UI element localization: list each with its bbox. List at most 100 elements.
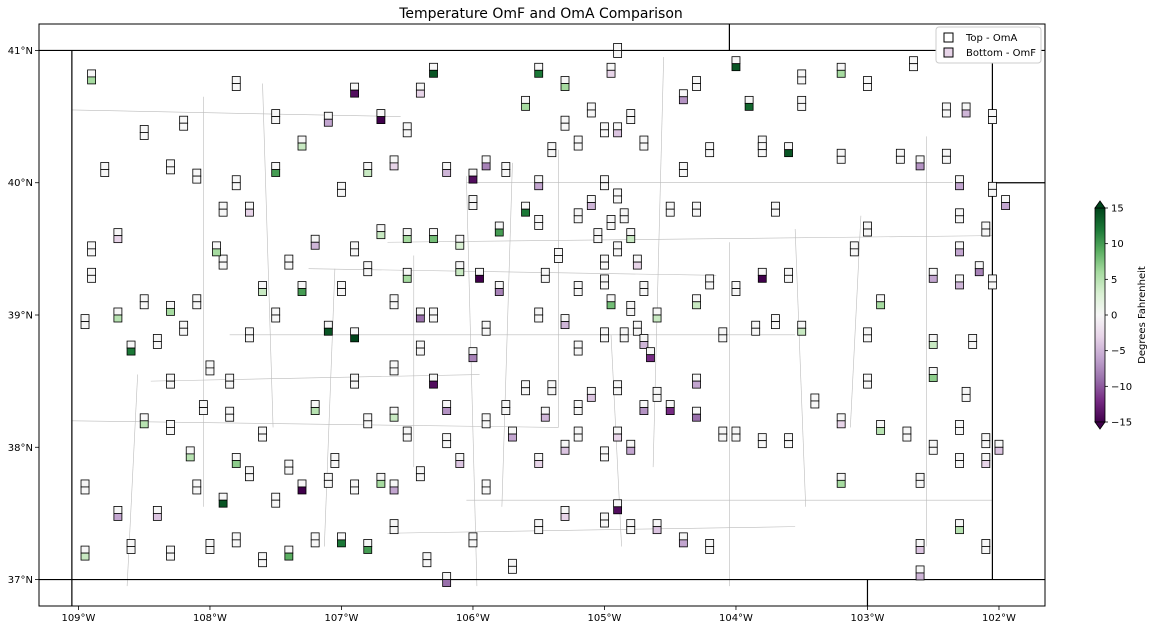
omf-marker [297,288,307,296]
station-marker [613,241,623,257]
omf-marker [797,76,807,85]
oma-marker [534,453,544,461]
omf-marker [600,519,609,528]
station-marker [271,492,281,508]
oma-marker [613,426,623,435]
omf-marker [895,155,905,164]
station-marker [455,261,465,277]
oma-marker [337,532,346,541]
station-marker [797,320,807,336]
omf-marker [573,215,583,224]
oma-marker [632,254,642,263]
omf-marker [705,281,715,290]
omf-marker [310,241,320,250]
omf-marker [389,301,399,310]
oma-marker [468,168,478,177]
station-marker [429,307,438,323]
station-marker [836,148,846,164]
station-marker [192,294,202,310]
station-marker [363,261,373,277]
oma-marker [619,327,629,336]
omf-marker [600,261,609,270]
oma-marker [810,393,820,402]
omf-marker [771,321,780,330]
oma-marker [586,386,596,395]
omf-marker [718,334,728,343]
omf-marker [987,116,997,124]
station-marker [231,175,241,191]
station-marker [731,56,741,72]
lat-tick-label: 37°N [8,575,33,586]
station-marker [692,373,701,389]
oma-marker [323,472,333,481]
omf-marker [231,182,241,191]
station-marker [955,208,964,224]
county-line [71,109,401,117]
oma-marker [80,479,90,488]
omf-marker [494,288,504,296]
oma-marker [389,360,399,369]
omf-marker [481,162,491,171]
oma-marker [271,162,281,170]
oma-marker [731,281,741,289]
omf-marker [534,314,544,323]
oma-marker [166,545,175,554]
oma-marker [100,162,110,170]
oma-marker [258,426,267,435]
station-marker [337,181,346,197]
station-marker [613,188,623,204]
station-marker [632,320,642,336]
station-marker [271,307,281,323]
oma-marker [632,320,642,329]
omf-marker [87,76,97,85]
station-marker [402,228,412,244]
omf-marker [560,513,570,521]
oma-marker [560,115,570,124]
omf-marker [573,347,583,356]
omf-marker [442,440,452,449]
oma-marker [521,95,530,104]
omf-marker [218,261,228,270]
station-marker [915,472,925,488]
station-marker [310,532,320,548]
omf-marker [389,486,399,495]
oma-marker [225,373,235,382]
omf-marker [284,466,294,475]
omf-marker [560,83,570,91]
oma-marker [389,479,399,488]
oma-marker [152,506,162,514]
omf-marker [139,301,149,310]
omf-marker [429,235,438,244]
oma-marker [87,69,97,78]
omf-marker [573,407,583,415]
county-line [794,229,806,507]
oma-marker [508,558,517,567]
omf-marker [258,433,267,442]
station-marker [271,109,281,124]
omf-marker [987,188,997,197]
station-marker [337,281,346,296]
oma-marker [994,439,1004,448]
oma-marker [350,479,360,488]
oma-marker [126,539,136,547]
longitude-ticks: 109°W 108°W 107°W 106°W 105°W 104°W 103°W 102°W [61,606,1016,624]
oma-marker [415,340,425,349]
station-marker [573,281,583,296]
oma-marker [179,115,189,124]
station-marker [915,565,925,581]
omf-marker [968,341,978,349]
oma-marker [350,241,360,250]
omf-marker [692,208,701,217]
omf-marker [402,235,412,244]
station-marker [475,267,484,283]
station-marker [218,254,228,270]
omf-marker [422,559,432,568]
omf-marker [258,559,267,568]
oma-marker [560,76,570,84]
lat-tick-label: 40°N [8,178,33,189]
omf-marker [619,215,629,224]
omf-marker [455,268,465,277]
oma-marker [613,122,623,131]
oma-marker [797,69,807,78]
